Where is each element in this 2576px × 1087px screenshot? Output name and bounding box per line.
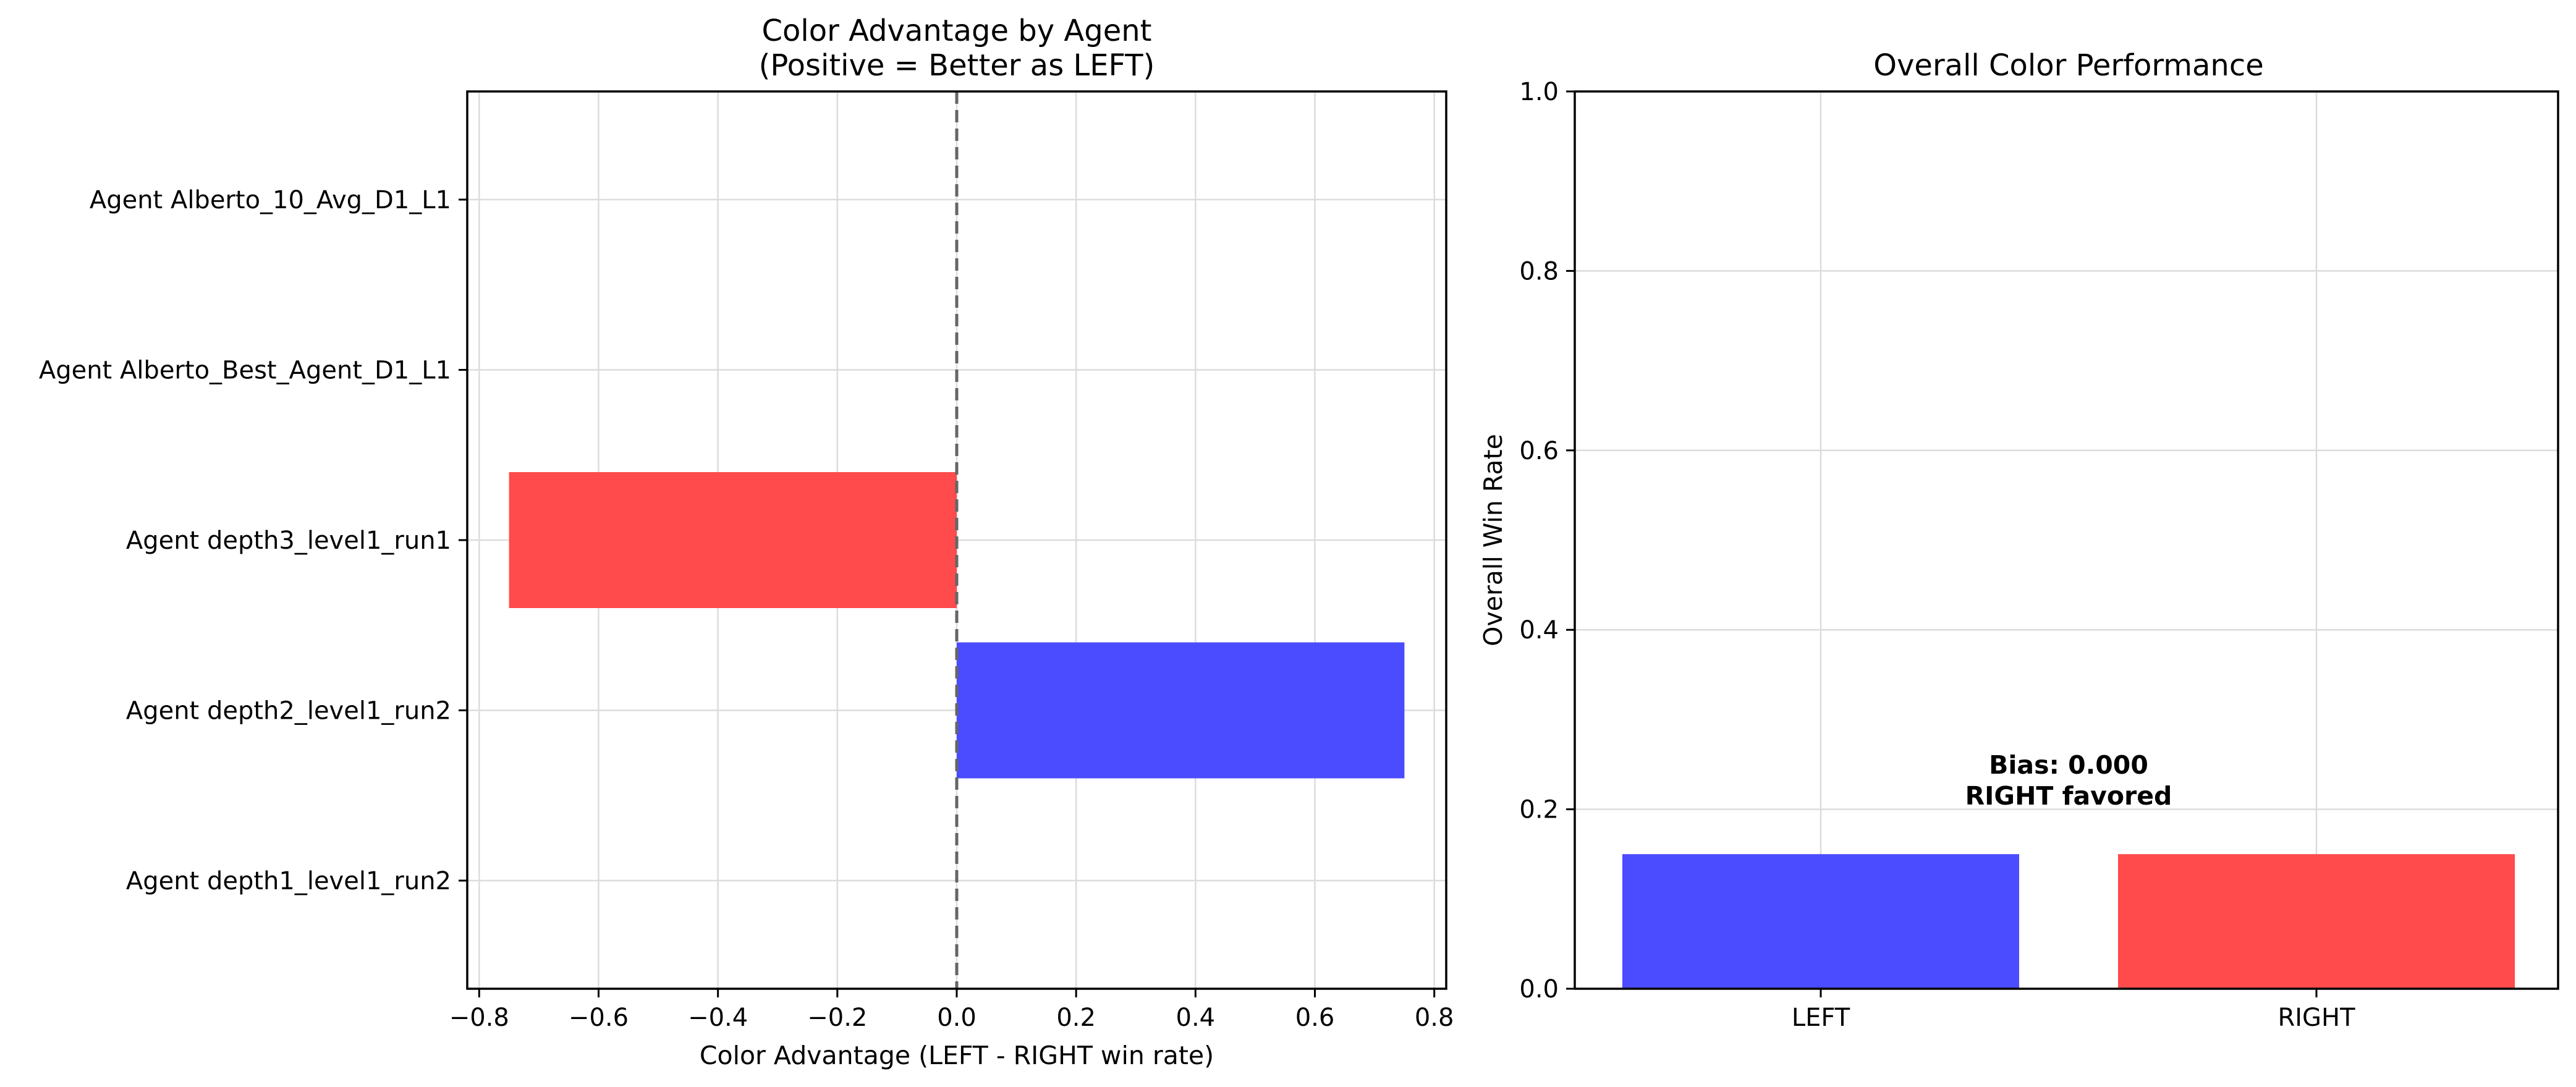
left-x-tick-label: −0.8 bbox=[449, 1004, 509, 1032]
right-y-tick-label: 1.0 bbox=[1519, 78, 1559, 106]
advantage-bar bbox=[509, 472, 957, 608]
left-x-tick-label: 0.0 bbox=[937, 1004, 977, 1032]
left-x-tick-label: 0.6 bbox=[1295, 1004, 1335, 1032]
color-category-label: LEFT bbox=[1792, 1004, 1850, 1032]
agent-category-label: Agent depth2_level1_run2 bbox=[126, 697, 451, 725]
left-x-tick-label: 0.8 bbox=[1415, 1004, 1454, 1032]
right-y-tick-label: 0.6 bbox=[1519, 437, 1559, 465]
left-x-axis-label: Color Advantage (LEFT - RIGHT win rate) bbox=[700, 1041, 1214, 1070]
bias-annotation-line2: RIGHT favored bbox=[1965, 781, 2172, 811]
advantage-bar bbox=[957, 642, 1405, 779]
left-chart-title-line1: Color Advantage by Agent bbox=[762, 14, 1152, 48]
right-chart-title: Overall Color Performance bbox=[1873, 48, 2264, 83]
right-y-tick-label: 0.2 bbox=[1519, 796, 1559, 824]
win-rate-bar bbox=[2118, 854, 2515, 989]
right-plot-frame bbox=[1574, 90, 2559, 990]
agent-category-label: Agent Alberto_10_Avg_D1_L1 bbox=[90, 186, 451, 214]
color-category-label: RIGHT bbox=[2277, 1004, 2355, 1032]
left-x-tick-label: −0.4 bbox=[688, 1004, 748, 1032]
color-advantage-chart: Color Advantage by Agent (Positive = Bet… bbox=[39, 14, 1454, 1070]
left-chart-title-line2: (Positive = Better as LEFT) bbox=[759, 48, 1155, 83]
right-y-tick-label: 0.0 bbox=[1519, 975, 1559, 1004]
overall-color-performance-chart: Overall Color Performance 0.0 0.2 0.4 0.6 0.… bbox=[1478, 48, 2559, 1032]
left-x-tick-label: −0.2 bbox=[807, 1004, 867, 1032]
agent-category-label: Agent Alberto_Best_Agent_D1_L1 bbox=[39, 357, 451, 385]
left-x-tick-label: −0.6 bbox=[569, 1004, 629, 1032]
agent-category-label: Agent depth3_level1_run1 bbox=[126, 527, 451, 555]
left-x-tick-label: 0.4 bbox=[1176, 1004, 1216, 1032]
left-x-tick-label: 0.2 bbox=[1056, 1004, 1096, 1032]
bias-annotation-line1: Bias: 0.000 bbox=[1989, 750, 2148, 780]
right-y-axis-label: Overall Win Rate bbox=[1478, 434, 1508, 646]
right-y-tick-label: 0.4 bbox=[1519, 616, 1559, 645]
win-rate-bar bbox=[1622, 854, 2019, 989]
right-y-tick-label: 0.8 bbox=[1519, 257, 1559, 285]
agent-category-label: Agent depth1_level1_run2 bbox=[126, 867, 451, 895]
